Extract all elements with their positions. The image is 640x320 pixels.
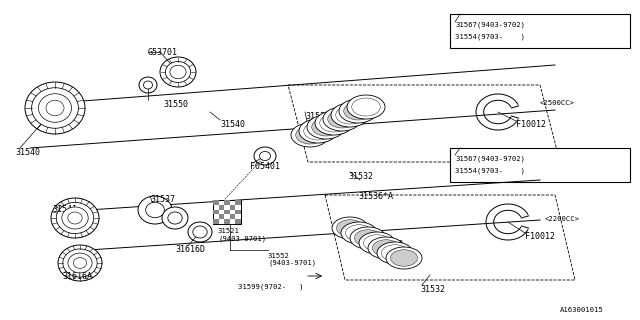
Text: 31554(9703-    ): 31554(9703- ) <box>455 167 525 173</box>
Ellipse shape <box>299 119 337 143</box>
Text: 31536*B: 31536*B <box>368 240 403 249</box>
Bar <box>450 14 630 48</box>
Ellipse shape <box>386 247 422 269</box>
Text: 31550: 31550 <box>163 100 188 109</box>
Text: 31541: 31541 <box>52 205 77 214</box>
Ellipse shape <box>336 106 364 124</box>
Ellipse shape <box>170 65 186 79</box>
Bar <box>213 210 219 214</box>
Bar <box>230 214 236 219</box>
Ellipse shape <box>304 122 332 140</box>
Ellipse shape <box>368 237 404 259</box>
Ellipse shape <box>58 245 102 281</box>
Ellipse shape <box>138 196 172 224</box>
Ellipse shape <box>63 249 97 277</box>
Ellipse shape <box>347 95 385 119</box>
Bar <box>219 214 224 219</box>
Ellipse shape <box>160 57 196 87</box>
Text: <2200CC>: <2200CC> <box>545 216 580 222</box>
Text: 31540: 31540 <box>15 148 40 157</box>
Ellipse shape <box>381 245 408 261</box>
Ellipse shape <box>337 220 364 236</box>
Ellipse shape <box>332 217 368 239</box>
Bar <box>213 200 241 224</box>
Ellipse shape <box>162 207 188 229</box>
Text: F10012: F10012 <box>516 120 546 129</box>
Ellipse shape <box>344 102 372 120</box>
Text: 31567(9403-9702): 31567(9403-9702) <box>455 155 525 162</box>
Ellipse shape <box>377 242 413 264</box>
Bar <box>224 200 230 205</box>
Bar <box>450 148 630 182</box>
Ellipse shape <box>188 222 212 242</box>
Text: G53701: G53701 <box>148 48 178 57</box>
Text: 31552
(9403-9701): 31552 (9403-9701) <box>268 253 316 267</box>
Text: 31537: 31537 <box>150 195 175 204</box>
Ellipse shape <box>341 222 377 244</box>
Text: 31521
(9403-9701): 31521 (9403-9701) <box>218 228 266 242</box>
Text: F05401: F05401 <box>250 162 280 171</box>
Ellipse shape <box>143 81 152 89</box>
Bar <box>219 205 224 210</box>
Ellipse shape <box>62 207 88 229</box>
Text: 31616A: 31616A <box>62 272 92 281</box>
Ellipse shape <box>139 77 157 93</box>
Ellipse shape <box>46 100 64 116</box>
Text: 31599(9702-   ): 31599(9702- ) <box>238 283 303 290</box>
Ellipse shape <box>355 230 381 246</box>
Ellipse shape <box>315 111 353 135</box>
Bar <box>236 219 241 224</box>
Text: 31567(9403-9702): 31567(9403-9702) <box>455 22 525 28</box>
Ellipse shape <box>320 114 348 132</box>
Ellipse shape <box>323 107 361 131</box>
Ellipse shape <box>146 202 164 218</box>
Bar <box>213 200 219 205</box>
Bar <box>213 219 219 224</box>
Ellipse shape <box>38 94 72 122</box>
Bar <box>236 200 241 205</box>
Text: 31536*A: 31536*A <box>305 112 340 121</box>
Ellipse shape <box>296 126 324 144</box>
Text: 31616D: 31616D <box>175 245 205 254</box>
Ellipse shape <box>350 227 386 249</box>
Text: <2500CC>: <2500CC> <box>540 100 575 106</box>
Bar <box>236 210 241 214</box>
Ellipse shape <box>254 147 276 165</box>
Ellipse shape <box>328 110 356 128</box>
Ellipse shape <box>68 212 82 224</box>
Bar <box>224 210 230 214</box>
Ellipse shape <box>25 82 85 134</box>
Bar <box>230 205 236 210</box>
Ellipse shape <box>56 203 93 234</box>
Text: A163001015: A163001015 <box>560 307 604 313</box>
Ellipse shape <box>193 226 207 238</box>
Ellipse shape <box>346 225 372 241</box>
Bar <box>224 219 230 224</box>
Ellipse shape <box>68 253 92 273</box>
Ellipse shape <box>390 250 417 266</box>
Ellipse shape <box>352 98 380 116</box>
Ellipse shape <box>74 258 86 268</box>
Ellipse shape <box>31 88 79 128</box>
Ellipse shape <box>331 103 369 127</box>
Ellipse shape <box>51 198 99 238</box>
Text: 31536*A: 31536*A <box>358 192 393 201</box>
Ellipse shape <box>291 123 329 147</box>
Text: 31540: 31540 <box>220 120 245 129</box>
Ellipse shape <box>339 99 377 123</box>
Ellipse shape <box>168 212 182 224</box>
Text: F10012: F10012 <box>525 232 555 241</box>
Ellipse shape <box>372 240 399 256</box>
Ellipse shape <box>359 232 395 254</box>
Ellipse shape <box>259 151 271 161</box>
Ellipse shape <box>165 61 191 83</box>
Text: 31532: 31532 <box>420 285 445 294</box>
Text: 31532: 31532 <box>348 172 373 181</box>
Ellipse shape <box>307 115 345 139</box>
Text: 31554(9703-    ): 31554(9703- ) <box>455 34 525 41</box>
Ellipse shape <box>312 118 340 136</box>
Ellipse shape <box>364 235 390 251</box>
